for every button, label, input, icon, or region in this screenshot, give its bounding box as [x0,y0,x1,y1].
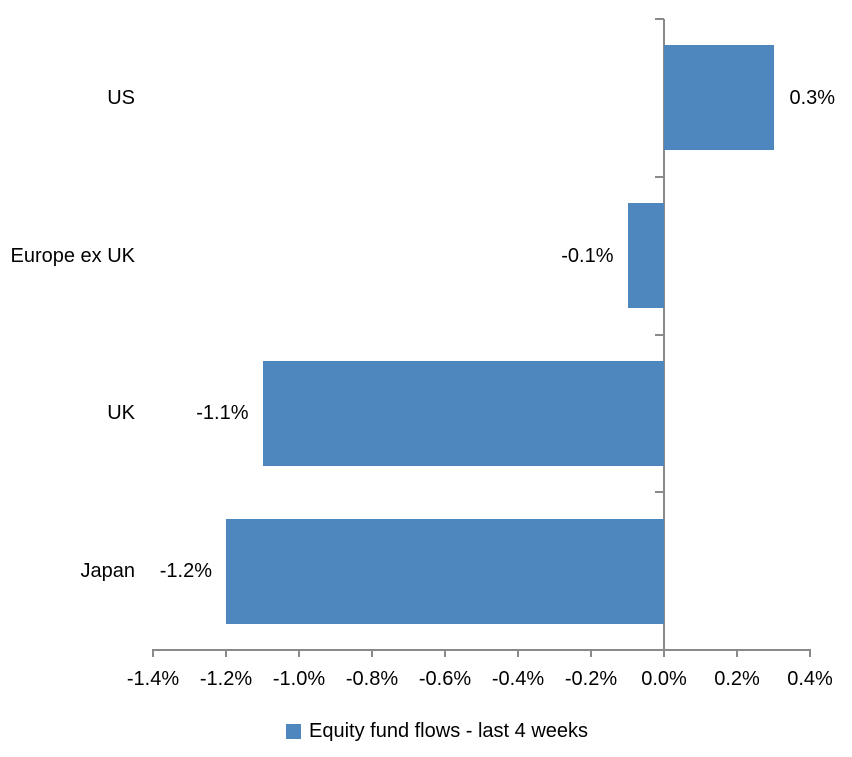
x-axis-tick [517,650,519,657]
bar-us [664,45,774,151]
y-axis-tick [655,18,664,20]
x-axis-tick [809,650,811,657]
x-tick-label: 0.4% [787,668,833,690]
x-axis-tick [736,650,738,657]
x-tick-label: 0.0% [641,668,687,690]
x-tick-label: -0.4% [491,668,545,690]
x-tick-label: -0.6% [418,668,472,690]
x-axis-tick [663,650,665,657]
x-axis-tick [152,650,154,657]
x-axis-line [152,649,811,651]
bar-japan [226,518,664,624]
legend-label: Equity fund flows - last 4 weeks [309,720,589,742]
category-label-uk: UK [107,402,135,425]
x-axis-tick [371,650,373,657]
y-axis-tick [655,175,664,178]
category-label-us: US [107,86,135,109]
x-axis-tick [225,650,227,657]
x-axis-tick [590,650,592,657]
x-axis-tick [444,650,446,657]
legend-swatch-icon [286,724,301,739]
bar-europe-ex-uk [627,203,664,309]
x-tick-label: -1.0% [272,668,326,690]
x-tick-label: -1.2% [199,668,253,690]
legend: Equity fund flows - last 4 weeks [286,721,588,742]
x-tick-label: -0.8% [345,668,399,690]
bar-uk [262,360,664,466]
y-axis-tick [655,333,664,336]
y-axis-line [663,19,665,657]
x-tick-label: 0.2% [714,668,760,690]
y-axis-tick [655,491,664,494]
value-label-us: 0.3% [789,86,836,109]
x-tick-label: -0.2% [564,668,618,690]
category-label-japan: Japan [80,560,136,583]
category-label-europe-ex-uk: Europe ex UK [10,244,135,267]
x-tick-label: -1.4% [126,668,180,690]
value-label-japan: -1.2% [159,560,212,583]
value-label-uk: -1.1% [196,402,249,425]
value-label-europe-ex-uk: -0.1% [561,244,614,267]
x-axis-tick [298,650,300,657]
